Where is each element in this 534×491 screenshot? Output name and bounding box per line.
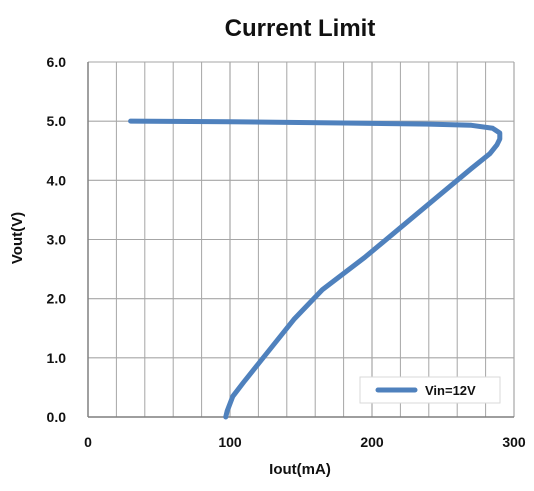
x-axis-label: Iout(mA) xyxy=(269,461,331,478)
axes xyxy=(87,62,514,418)
grid-lines xyxy=(87,61,515,418)
legend-label: Vin=12V xyxy=(425,383,476,398)
series-line-vin-12v xyxy=(128,118,503,420)
legend: Vin=12V xyxy=(359,376,501,404)
y-tick-label: 1.0 xyxy=(47,350,67,366)
x-tick-label: 0 xyxy=(84,434,92,450)
y-tick-label: 6.0 xyxy=(47,54,67,70)
y-tick-label: 4.0 xyxy=(47,172,67,188)
x-tick-label: 200 xyxy=(360,434,384,450)
series-layer xyxy=(128,118,503,420)
chart-title: Current Limit xyxy=(225,15,376,42)
y-axis-label: Vout(V) xyxy=(9,212,26,264)
tick-labels: 0.0 1.0 2.0 3.0 4.0 5.0 6.0 0 100 200 300 xyxy=(47,54,526,450)
x-tick-label: 100 xyxy=(218,434,242,450)
x-tick-label: 300 xyxy=(502,434,526,450)
y-tick-label: 5.0 xyxy=(47,113,67,129)
y-tick-label: 0.0 xyxy=(47,409,67,425)
y-tick-label: 3.0 xyxy=(47,232,67,248)
y-tick-label: 2.0 xyxy=(47,291,67,307)
